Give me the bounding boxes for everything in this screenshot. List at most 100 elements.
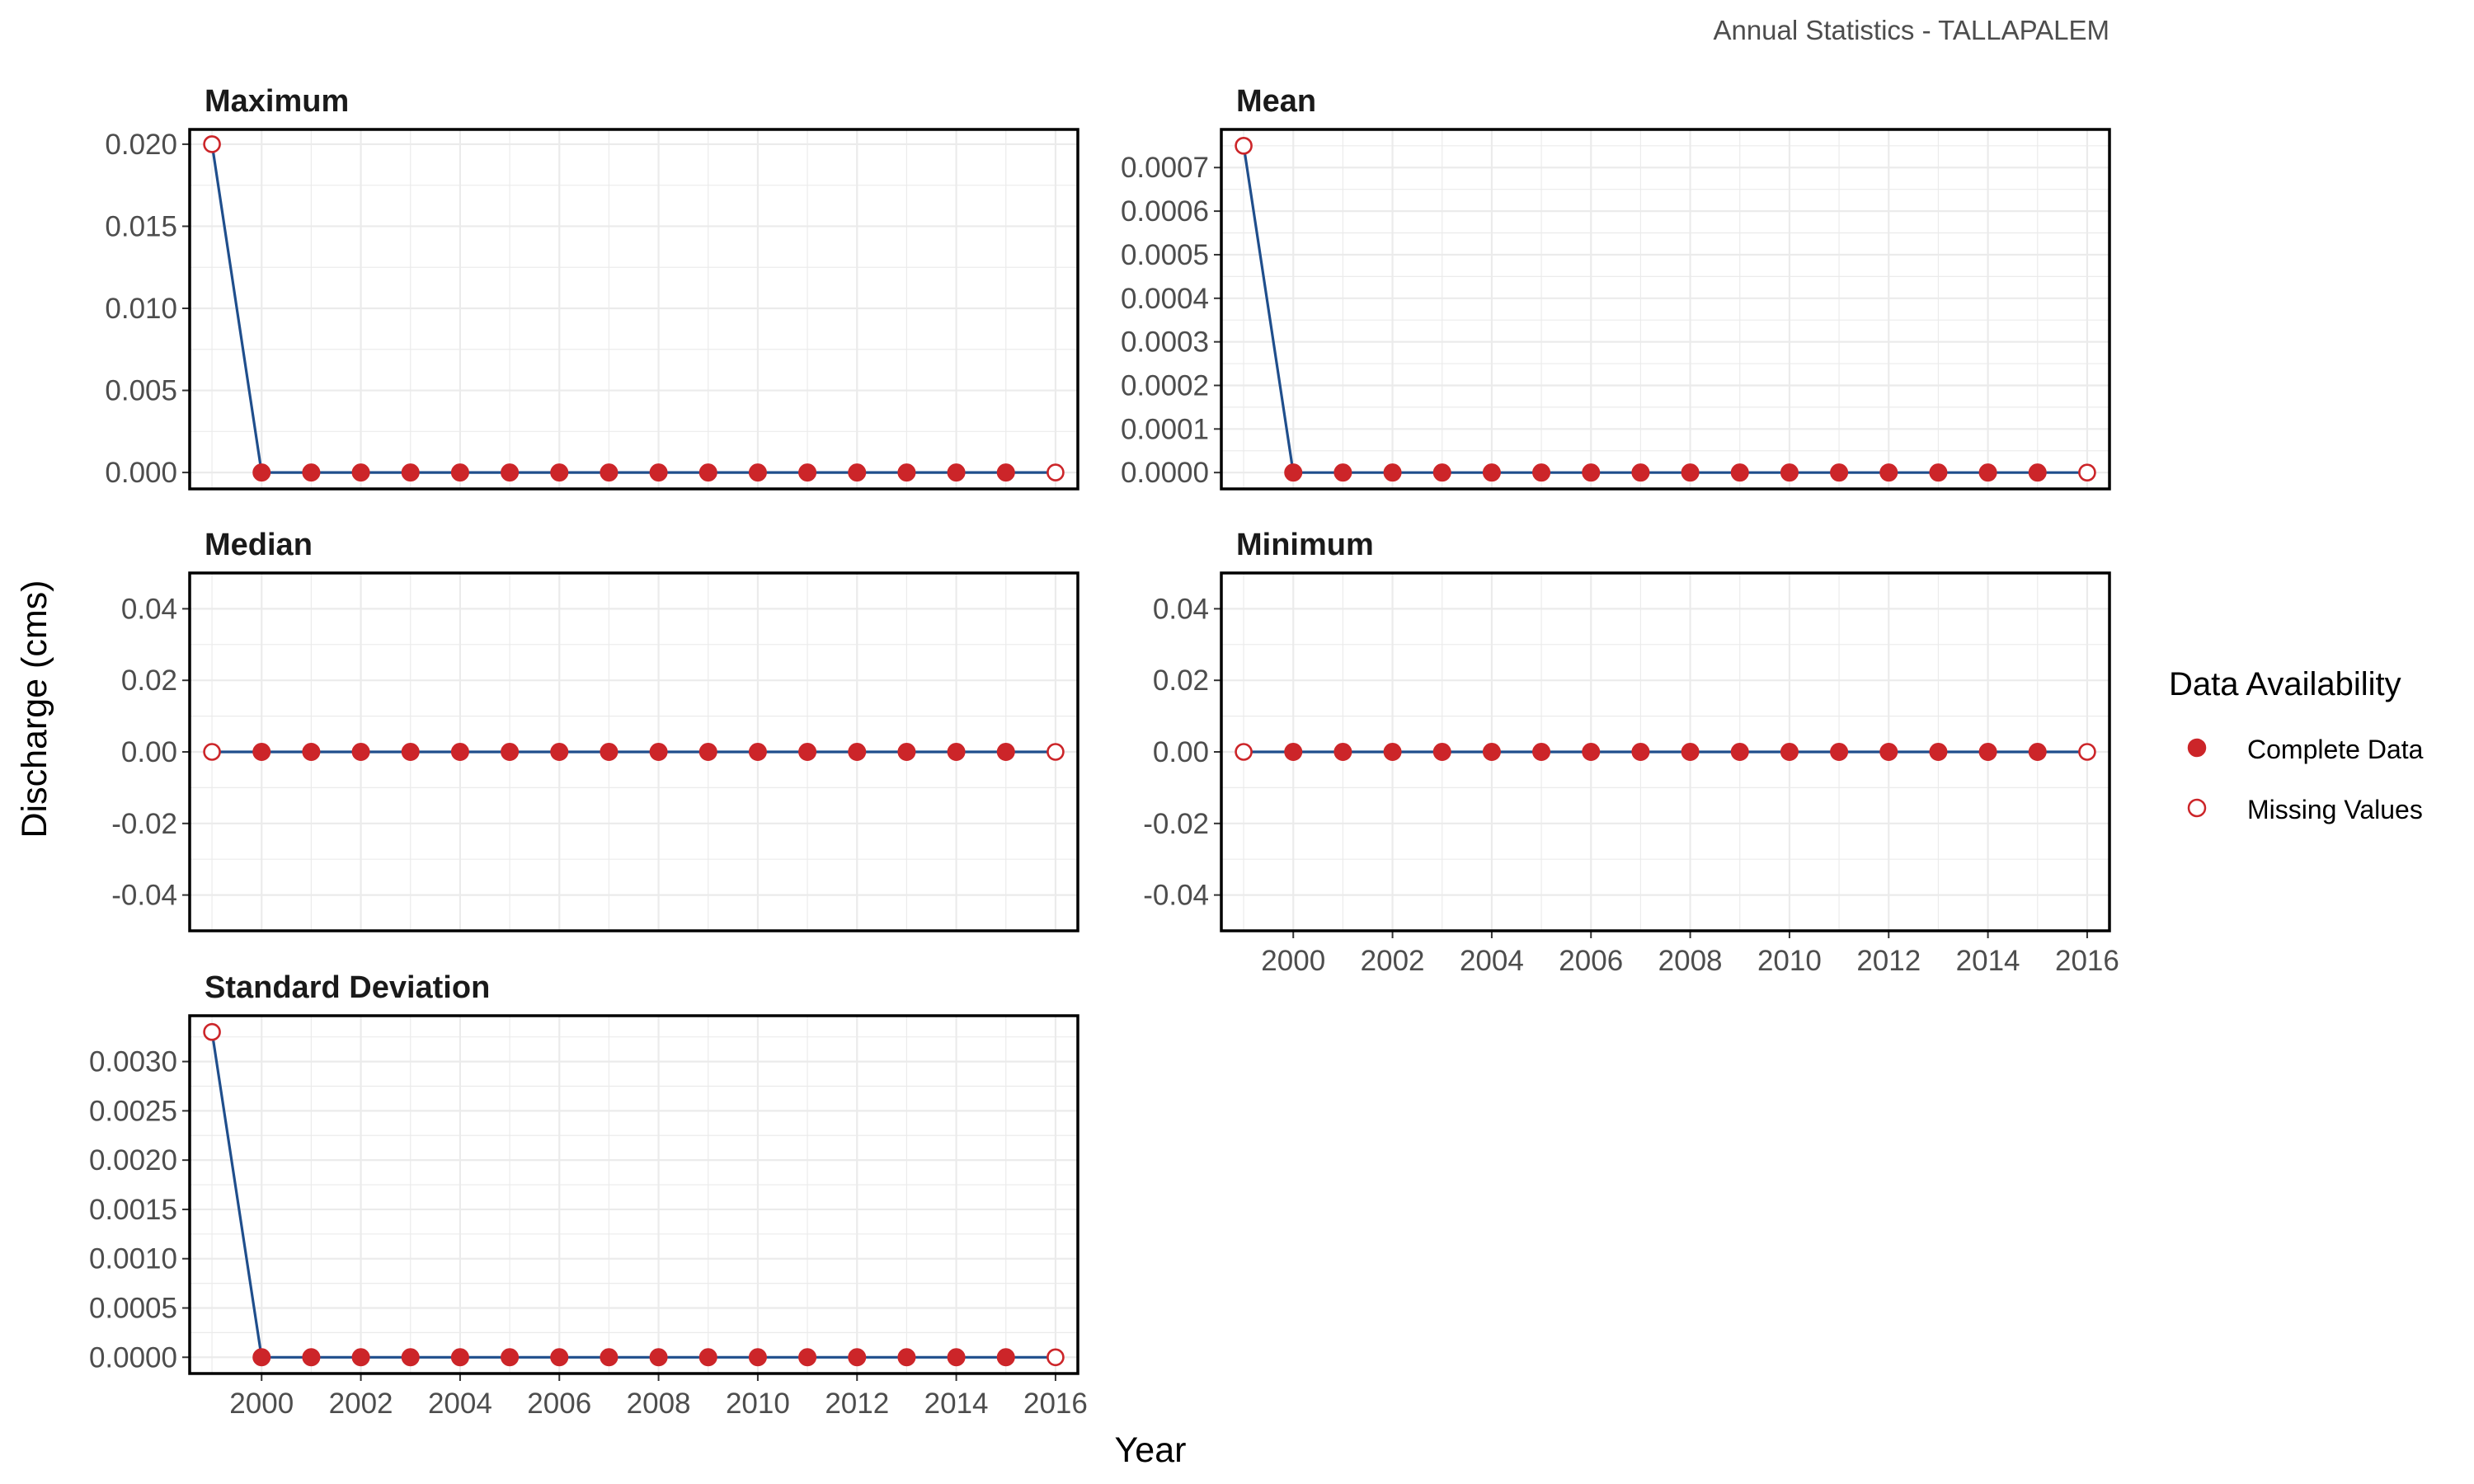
data-point-complete	[947, 463, 966, 482]
data-point-complete	[1780, 463, 1799, 482]
data-point-complete	[698, 463, 717, 482]
y-tick-label: -0.02	[1143, 808, 1209, 840]
data-point-complete	[798, 463, 817, 482]
y-tick-label: 0.0000	[1121, 457, 1209, 489]
y-tick-label: 0.005	[105, 375, 177, 407]
data-point-complete	[1482, 743, 1501, 761]
data-point-missing	[203, 1022, 221, 1041]
data-point-complete	[1879, 743, 1898, 761]
data-point-complete	[450, 743, 469, 761]
data-point-complete	[252, 743, 271, 761]
data-point-complete	[1929, 463, 1948, 482]
data-point-complete	[1532, 743, 1551, 761]
panel-title: Mean	[1236, 84, 1316, 119]
data-point-complete	[302, 463, 321, 482]
y-tick-label: 0.0003	[1121, 326, 1209, 359]
panel-minimum: Minimum -0.04 -0.02 0.00 0.02 0.04 2000 2002 200…	[1143, 528, 2119, 977]
x-tick-label: 2014	[1956, 945, 2020, 977]
y-tick-label: -0.04	[1143, 880, 1209, 912]
x-tick-label: 2014	[924, 1388, 989, 1420]
data-point-complete	[947, 743, 966, 761]
data-point-complete	[401, 743, 420, 761]
x-tick-label: 2016	[2055, 945, 2119, 977]
data-point-missing	[2078, 463, 2096, 481]
data-point-complete	[897, 1348, 916, 1367]
data-point-complete	[351, 463, 370, 482]
y-tick-label: 0.04	[121, 593, 177, 625]
data-point-missing	[1047, 463, 1065, 481]
data-point-missing	[1235, 137, 1253, 155]
data-point-complete	[252, 463, 271, 482]
x-tick-label: 2002	[329, 1388, 393, 1420]
data-point-complete	[748, 1348, 767, 1367]
data-point-complete	[1780, 743, 1799, 761]
data-point-complete	[1830, 463, 1849, 482]
data-point-complete	[1631, 463, 1650, 482]
x-tick-label: 2010	[1757, 945, 1822, 977]
legend-item-complete-data: Complete Data	[2187, 735, 2424, 764]
legend-title: Data Availability	[2169, 666, 2401, 702]
panel-border	[188, 571, 1079, 932]
panel-border	[188, 1014, 1079, 1375]
data-point-complete	[996, 1348, 1015, 1367]
y-tick-label: 0.0005	[1121, 239, 1209, 271]
data-point-missing	[1047, 1348, 1065, 1367]
data-point-complete	[1383, 463, 1402, 482]
x-tick-label: 2000	[229, 1388, 294, 1420]
x-tick-label: 2016	[1023, 1388, 1088, 1420]
x-axis-title: Year	[1115, 1430, 1187, 1470]
panel-mean: Mean 0.0000 0.0001 0.0002 0.0003 0.0004 0.0005…	[1121, 84, 2111, 491]
series-line	[1242, 145, 2087, 474]
data-point-complete	[1582, 463, 1601, 482]
legend: Data Availability Complete Data Missing …	[2169, 666, 2424, 824]
data-point-complete	[600, 463, 618, 482]
y-tick-label: 0.0010	[89, 1243, 177, 1275]
data-point-missing	[1235, 743, 1253, 761]
data-point-complete	[302, 1348, 321, 1367]
x-tick-label: 2010	[726, 1388, 790, 1420]
data-point-complete	[501, 1348, 520, 1367]
data-point-missing	[1047, 743, 1065, 761]
data-point-missing	[203, 135, 221, 153]
panel-title: Maximum	[205, 84, 349, 119]
panel-border	[188, 128, 1079, 491]
y-tick-label: 0.0000	[89, 1341, 177, 1374]
y-tick-label: 0.010	[105, 293, 177, 325]
data-point-complete	[351, 1348, 370, 1367]
data-point-complete	[2028, 743, 2047, 761]
data-point-complete	[698, 743, 717, 761]
y-tick-label: -0.04	[111, 880, 177, 912]
data-point-complete	[1582, 743, 1601, 761]
data-point-complete	[1482, 463, 1501, 482]
data-point-complete	[600, 1348, 618, 1367]
data-point-complete	[550, 743, 569, 761]
data-point-complete	[1284, 463, 1303, 482]
data-point-complete	[848, 1348, 867, 1367]
data-point-complete	[302, 743, 321, 761]
data-point-complete	[1284, 743, 1303, 761]
x-tick-label: 2012	[825, 1388, 889, 1420]
data-point-complete	[649, 1348, 668, 1367]
data-point-complete	[798, 1348, 817, 1367]
data-point-complete	[1879, 463, 1898, 482]
data-point-complete	[848, 743, 867, 761]
data-point-complete	[501, 463, 520, 482]
data-point-complete	[1830, 743, 1849, 761]
data-point-complete	[1730, 743, 1749, 761]
y-tick-label: 0.020	[105, 129, 177, 161]
y-tick-label: 0.0007	[1121, 152, 1209, 184]
x-tick-label: 2008	[627, 1388, 691, 1420]
panel-median: Median -0.04 -0.02 0.00 0.02 0.04	[111, 528, 1079, 932]
data-point-complete	[649, 743, 668, 761]
panel-standard-deviation: Standard Deviation 0.0000 0.0005 0.0010 0.00…	[89, 970, 1088, 1420]
y-tick-label: 0.0004	[1121, 283, 1209, 315]
data-point-complete	[550, 1348, 569, 1367]
y-tick-label: 0.0025	[89, 1095, 177, 1127]
data-point-complete	[351, 743, 370, 761]
data-point-complete	[748, 463, 767, 482]
panel-border	[1220, 128, 2111, 491]
panel-title: Median	[205, 528, 313, 562]
legend-label: Complete Data	[2247, 735, 2424, 764]
y-tick-label: 0.02	[121, 665, 177, 697]
data-point-complete	[1978, 463, 1997, 482]
